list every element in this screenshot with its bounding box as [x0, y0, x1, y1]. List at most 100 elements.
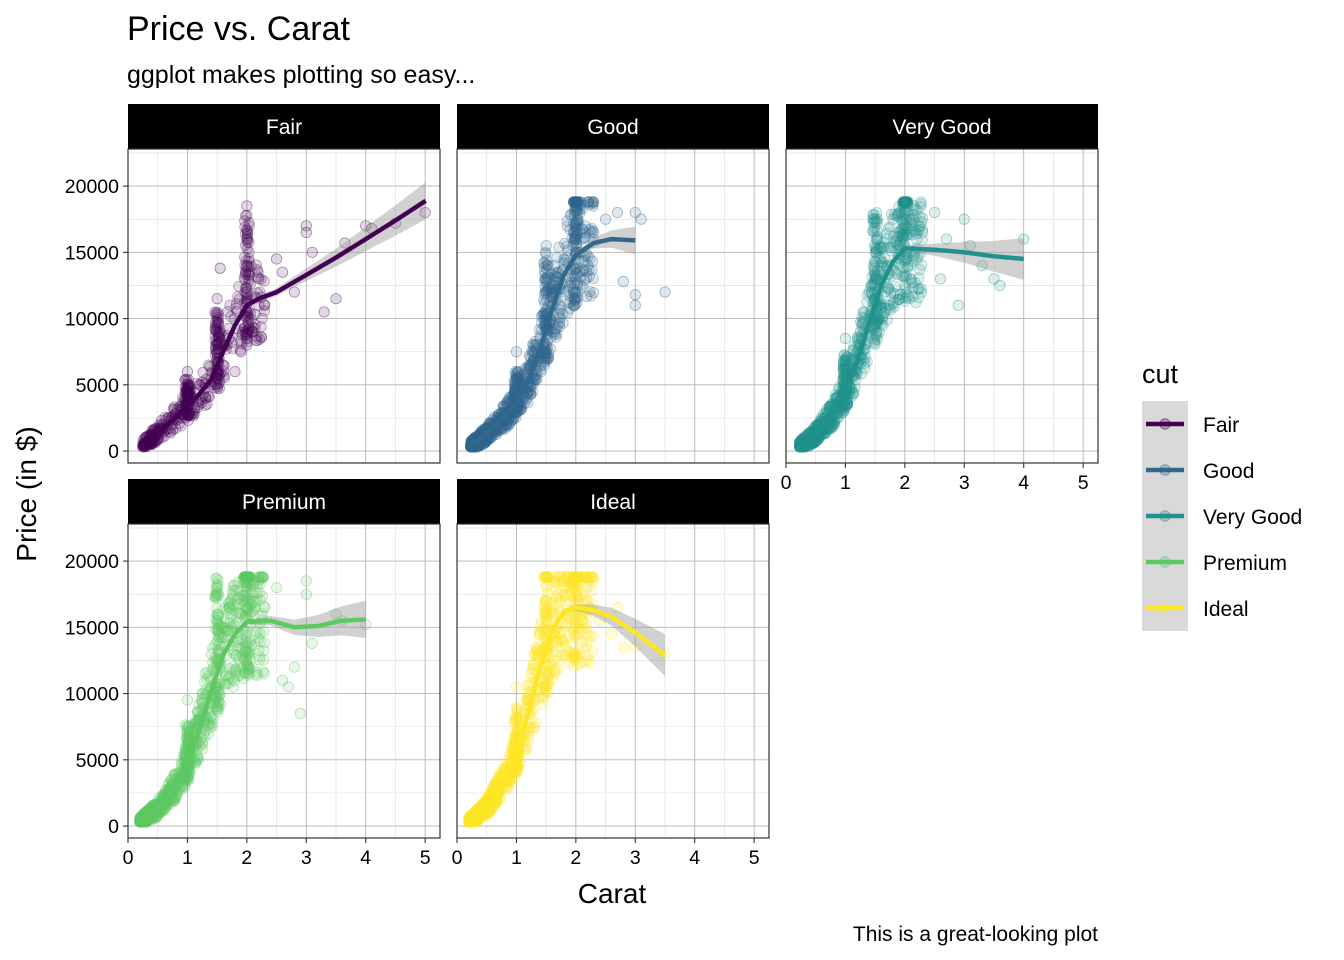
data-point: [270, 581, 283, 594]
data-point: [542, 350, 554, 363]
data-point: [224, 596, 237, 608]
data-point: [236, 338, 248, 350]
data-point: [553, 311, 565, 324]
data-point: [209, 700, 222, 713]
data-point: [584, 657, 596, 670]
data-point: [210, 316, 222, 328]
data-point: [237, 649, 249, 662]
legend-label: Ideal: [1203, 598, 1249, 621]
y-tick-label: 15000: [65, 242, 119, 264]
data-point: [189, 758, 201, 770]
data-point: [242, 233, 254, 246]
data-point: [182, 774, 194, 786]
data-point: [510, 714, 523, 726]
data-point: [587, 225, 599, 237]
data-point: [508, 374, 520, 387]
data-point: [243, 660, 255, 672]
data-point: [865, 278, 877, 291]
data-point: [509, 376, 521, 388]
data-point: [227, 673, 239, 685]
data-point: [569, 650, 581, 662]
data-point: [567, 574, 580, 586]
data-point: [202, 666, 214, 678]
data-point: [318, 306, 330, 318]
data-point: [568, 571, 581, 583]
data-point: [230, 606, 242, 619]
data-point: [164, 425, 176, 438]
data-point: [928, 206, 941, 219]
data-point: [562, 245, 574, 257]
data-point: [241, 571, 253, 583]
legend-label: Fair: [1203, 414, 1239, 437]
data-point: [563, 303, 576, 315]
data-point: [900, 196, 912, 208]
data-point: [510, 407, 522, 419]
data-point: [877, 241, 889, 253]
data-point: [227, 661, 239, 673]
data-point: [538, 288, 551, 300]
data-point: [241, 200, 253, 212]
data-point: [570, 267, 582, 279]
data-point: [241, 327, 254, 339]
data-point: [508, 411, 520, 423]
data-point: [876, 256, 888, 269]
data-point: [829, 389, 842, 401]
data-point: [568, 206, 580, 218]
data-point: [911, 233, 923, 246]
data-point: [825, 421, 838, 434]
data-point: [187, 410, 199, 422]
data-point: [238, 576, 251, 588]
data-point: [906, 277, 918, 289]
data-point: [837, 363, 849, 376]
data-point: [213, 330, 225, 342]
data-point: [238, 660, 250, 672]
data-point: [869, 246, 881, 258]
data-point: [512, 373, 524, 386]
data-point: [559, 582, 571, 594]
data-point: [569, 648, 581, 660]
data-point: [251, 580, 263, 592]
data-point: [569, 196, 582, 208]
data-point: [565, 586, 577, 599]
facet-strip: [786, 104, 1098, 149]
data-point: [168, 795, 180, 807]
data-point: [568, 196, 581, 208]
data-point: [900, 196, 912, 208]
data-point: [892, 293, 904, 305]
data-point: [568, 653, 581, 665]
data-point: [520, 743, 532, 756]
data-point: [567, 196, 580, 208]
data-point: [209, 590, 221, 602]
data-point: [223, 617, 235, 629]
data-point: [542, 281, 555, 294]
data-point: [855, 316, 867, 328]
data-point: [241, 571, 253, 583]
data-point: [571, 204, 584, 216]
data-point: [819, 428, 831, 440]
data-point: [241, 332, 253, 344]
data-point: [511, 702, 523, 715]
data-point: [212, 622, 224, 634]
data-point: [239, 221, 251, 233]
data-point: [584, 285, 596, 298]
data-point: [572, 215, 584, 227]
data-point: [569, 270, 581, 283]
data-point: [824, 423, 836, 435]
data-point: [199, 399, 211, 412]
data-point: [243, 220, 255, 232]
data-point: [497, 400, 509, 412]
data-point: [584, 571, 596, 583]
data-point: [548, 571, 561, 583]
data-point: [873, 241, 886, 253]
data-point: [202, 390, 214, 402]
data-point: [900, 219, 912, 231]
data-point: [182, 733, 194, 746]
data-point: [180, 732, 192, 744]
data-point: [611, 601, 624, 614]
data-point: [257, 666, 269, 678]
data-point: [241, 224, 253, 236]
data-point: [520, 741, 533, 754]
data-point: [178, 781, 190, 794]
data-point: [849, 381, 861, 394]
legend-label: Premium: [1203, 552, 1287, 575]
